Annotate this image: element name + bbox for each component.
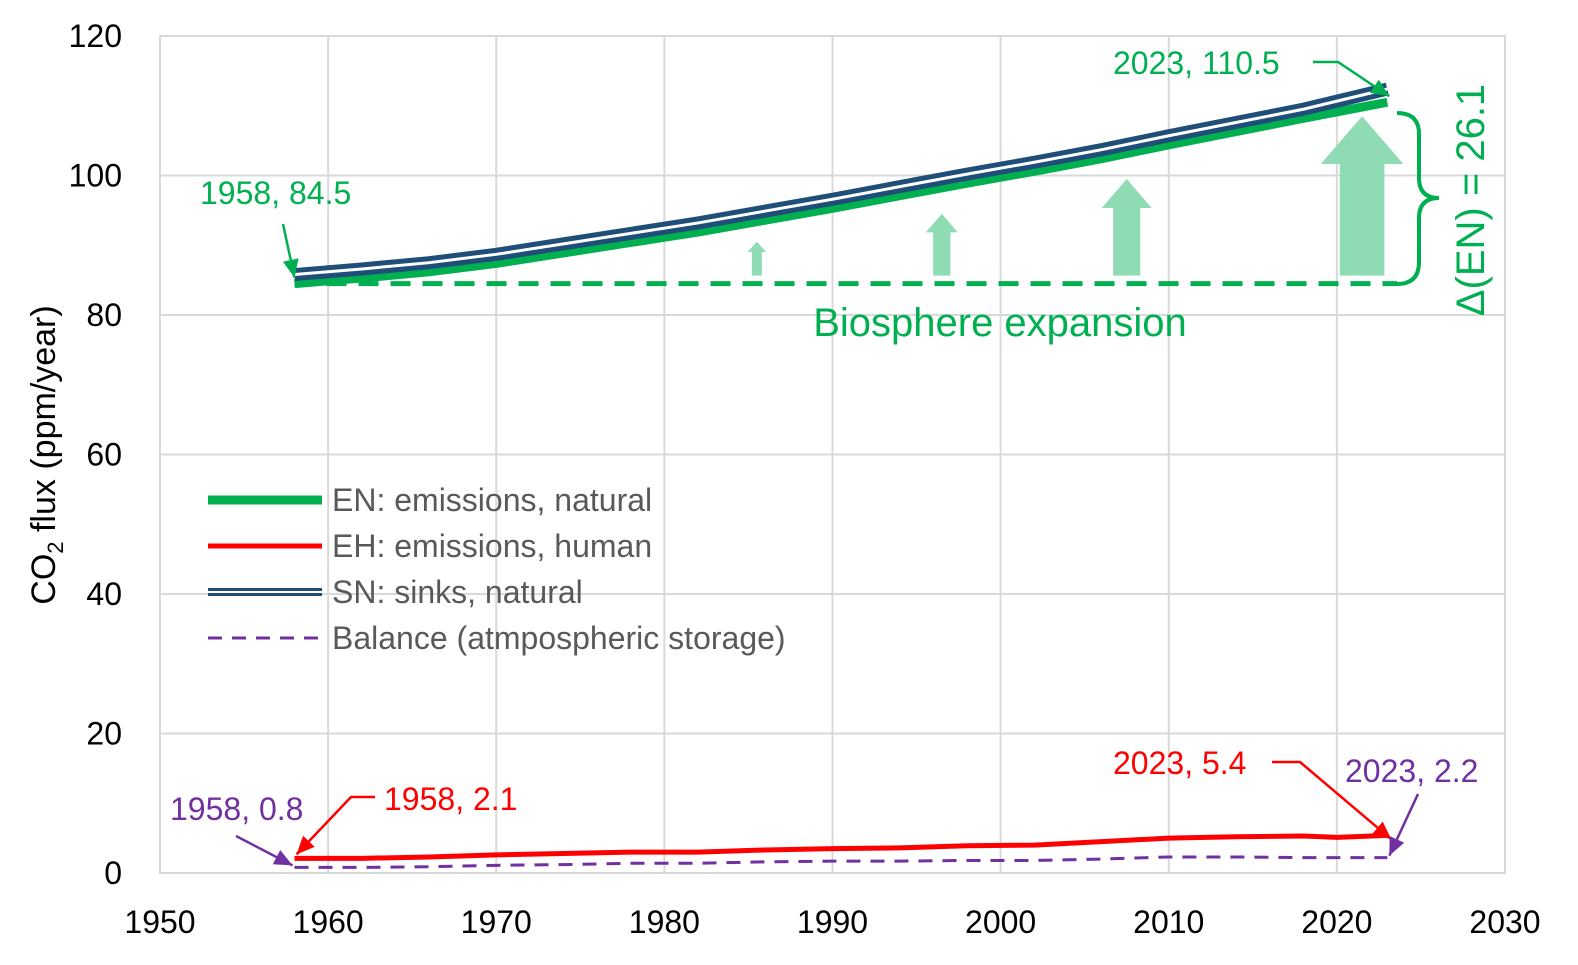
legend-label-en: EN: emissions, natural [332, 482, 652, 518]
annotation-pointers [235, 60, 1420, 867]
pointer-en-start-head [282, 258, 299, 278]
x-axis-ticks: 1950 1960 1970 1980 1990 2000 2010 2020 2030 [124, 904, 1540, 940]
series-line-sn [293, 82, 1389, 282]
pointer-eh-end-head [1372, 821, 1392, 840]
y-axis-label-suffix: flux (ppm/year) [25, 305, 63, 541]
y-tick-label-40: 40 [86, 576, 122, 612]
pointer-eh-end [1272, 760, 1393, 841]
plot-frame [159, 35, 1506, 874]
expansion-arrow-2 [925, 213, 958, 276]
x-tick-label-2020: 2020 [1301, 904, 1372, 940]
x-tick-label-1950: 1950 [124, 904, 195, 940]
delta-brace [1396, 111, 1440, 286]
expansion-arrows [747, 116, 1404, 276]
expansion-arrow-3 [1101, 178, 1152, 276]
pointer-eh-start-head [296, 835, 315, 855]
legend-label-balance: Balance (atmpospheric storage) [332, 620, 786, 656]
pointer-balance-end-head [1389, 835, 1405, 856]
series-line-eh [294, 832, 1388, 861]
y-axis-ticks: 0 20 40 60 80 100 120 [69, 18, 122, 891]
pointer-eh-start [295, 795, 375, 856]
annotation-delta-en: Δ(EN) = 26.1 [1449, 84, 1493, 316]
annotation-en-end: 2023, 110.5 [1113, 45, 1280, 81]
y-axis-label: CO2 flux (ppm/year) [25, 305, 68, 604]
annotation-balance-end: 2023, 2.2 [1345, 753, 1478, 789]
y-tick-label-0: 0 [104, 855, 122, 891]
y-axis-label-co: CO [25, 554, 63, 605]
y-tick-label-80: 80 [86, 297, 122, 333]
x-tick-label-2000: 2000 [965, 904, 1036, 940]
series-line-en [294, 97, 1389, 289]
pointer-en-end [1313, 60, 1391, 98]
y-axis-label-subscript: 2 [43, 541, 68, 553]
legend: EN: emissions, natural EH: emissions, hu… [208, 482, 786, 656]
legend-label-eh: EH: emissions, human [332, 528, 652, 564]
x-tick-label-1960: 1960 [293, 904, 364, 940]
x-tick-label-1980: 1980 [629, 904, 700, 940]
y-tick-label-100: 100 [69, 158, 122, 194]
annotation-eh-start: 1958, 2.1 [384, 781, 517, 817]
series-lines [293, 82, 1397, 869]
y-tick-label-20: 20 [86, 716, 122, 752]
x-tick-label-1990: 1990 [797, 904, 868, 940]
annotation-en-start: 1958, 84.5 [200, 175, 351, 211]
annotation-biosphere-expansion: Biosphere expansion [813, 301, 1187, 345]
series-line-balance [294, 855, 1388, 869]
expansion-arrow-4 [1320, 116, 1404, 276]
x-tick-label-2030: 2030 [1469, 904, 1540, 940]
x-tick-label-2010: 2010 [1133, 904, 1204, 940]
expansion-arrow-1 [747, 241, 767, 276]
series-line-sn-inner [294, 87, 1388, 277]
grid-lines [159, 35, 1506, 874]
pointer-en-end-head [1369, 79, 1390, 97]
plot-area-border [159, 35, 1506, 874]
annotation-balance-start: 1958, 0.8 [170, 791, 303, 827]
pointer-balance-start-head [272, 850, 293, 866]
legend-label-sn: SN: sinks, natural [332, 574, 583, 610]
x-tick-label-1970: 1970 [461, 904, 532, 940]
y-tick-label-60: 60 [86, 437, 122, 473]
annotation-eh-end: 2023, 5.4 [1113, 745, 1246, 781]
y-tick-label-120: 120 [69, 18, 122, 54]
